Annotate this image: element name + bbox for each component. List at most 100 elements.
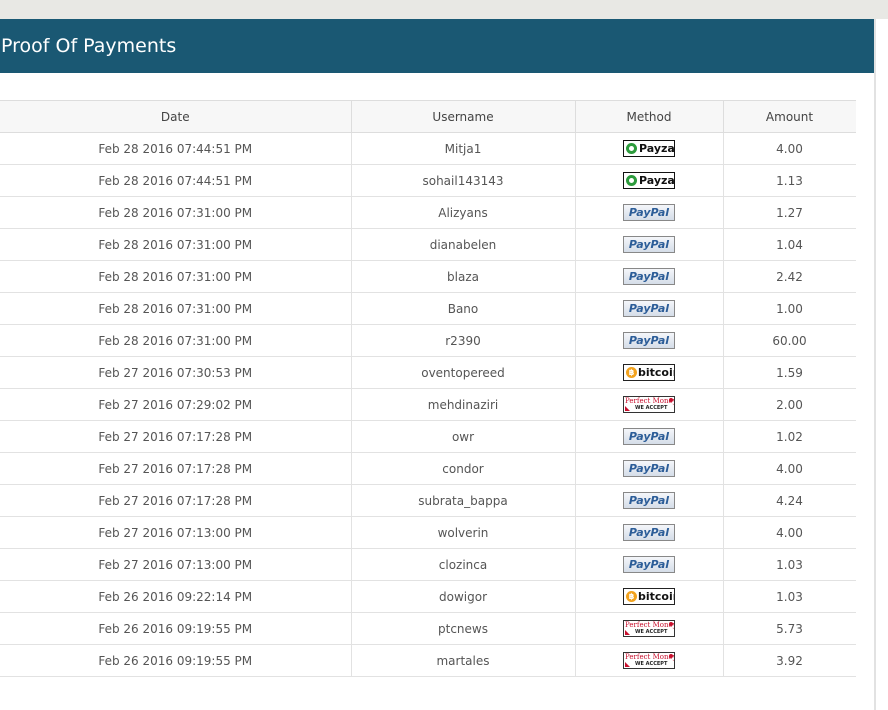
cell-date: Feb 28 2016 07:44:51 PM xyxy=(0,132,352,165)
cell-username: clozinca xyxy=(350,548,576,581)
cell-amount: 4.00 xyxy=(722,132,856,165)
paypal-logo-icon: PayPal xyxy=(623,204,675,221)
table-row: Feb 27 2016 07:17:28 PM subrata_bappa PayP… xyxy=(0,484,856,517)
cell-date: Feb 27 2016 07:17:28 PM xyxy=(0,484,352,517)
cell-username: blaza xyxy=(350,260,576,293)
perfect-money-label: Perfect Money xyxy=(625,397,675,405)
cell-username: dianabelen xyxy=(350,228,576,261)
perfect-money-dot-icon xyxy=(669,398,673,402)
cell-date: Feb 26 2016 09:19:55 PM xyxy=(0,612,352,645)
payza-label: Payza xyxy=(639,142,675,155)
paypal-logo-icon: PayPal xyxy=(623,524,675,541)
cell-date: Feb 28 2016 07:31:00 PM xyxy=(0,292,352,325)
paypal-label: PayPal xyxy=(628,526,670,539)
perfect-money-logo-icon: Perfect Money WE ACCEPT xyxy=(623,396,675,413)
bitcoin-logo-icon: ฿bitcoin xyxy=(623,588,675,605)
cell-amount: 60.00 xyxy=(722,324,856,357)
cell-amount: 1.03 xyxy=(722,548,856,581)
bitcoin-label: bitcoin xyxy=(638,366,674,379)
cell-username: condor xyxy=(350,452,576,485)
cell-username: wolverin xyxy=(350,516,576,549)
cell-username: sohail143143 xyxy=(350,164,576,197)
cell-username: martales xyxy=(350,644,576,677)
cell-username: oventopereed xyxy=(350,356,576,389)
bitcoin-label: bitcoin xyxy=(638,590,674,603)
payza-logo-icon: Payza xyxy=(623,172,675,189)
cell-username: owr xyxy=(350,420,576,453)
cell-amount: 5.73 xyxy=(722,612,856,645)
table-row: Feb 27 2016 07:17:28 PM condor PayPal 4.00 xyxy=(0,452,856,485)
payza-label: Payza xyxy=(639,174,675,187)
cell-amount: 1.02 xyxy=(722,420,856,453)
cell-username: subrata_bappa xyxy=(350,484,576,517)
cell-date: Feb 27 2016 07:17:28 PM xyxy=(0,452,352,485)
cell-date: Feb 28 2016 07:44:51 PM xyxy=(0,164,352,197)
scrollbar-track[interactable] xyxy=(874,19,876,710)
cell-date: Feb 28 2016 07:31:00 PM xyxy=(0,324,352,357)
perfect-money-corner-icon xyxy=(625,662,630,667)
cell-username: dowigor xyxy=(350,580,576,613)
cell-method: PayPal xyxy=(574,260,724,293)
cell-method: ฿bitcoin xyxy=(574,580,724,613)
paypal-logo-icon: PayPal xyxy=(623,428,675,445)
cell-method: PayPal xyxy=(574,228,724,261)
table-row: Feb 26 2016 09:19:55 PM martales Perfect M… xyxy=(0,644,856,677)
table-row: Feb 28 2016 07:44:51 PM sohail143143 Payza… xyxy=(0,164,856,197)
cell-amount: 2.00 xyxy=(722,388,856,421)
cell-username: Alizyans xyxy=(350,196,576,229)
paypal-logo-icon: PayPal xyxy=(623,492,675,509)
cell-amount: 4.00 xyxy=(722,452,856,485)
page-header: Proof Of Payments xyxy=(0,19,874,73)
table-body: Feb 28 2016 07:44:51 PM Mitja1 Payza 4.00 Fe… xyxy=(0,132,856,677)
paypal-label: PayPal xyxy=(628,270,670,283)
cell-method: Perfect Money WE ACCEPT xyxy=(574,644,724,677)
column-header-username: Username xyxy=(350,100,576,133)
paypal-label: PayPal xyxy=(628,430,670,443)
cell-date: Feb 28 2016 07:31:00 PM xyxy=(0,260,352,293)
paypal-logo-icon: PayPal xyxy=(623,300,675,317)
column-header-date: Date xyxy=(0,100,352,133)
cell-amount: 1.59 xyxy=(722,356,856,389)
cell-method: Payza xyxy=(574,164,724,197)
cell-method: PayPal xyxy=(574,324,724,357)
cell-method: PayPal xyxy=(574,420,724,453)
table-row: Feb 27 2016 07:13:00 PM clozinca PayPal 1.0… xyxy=(0,548,856,581)
perfect-money-dot-icon xyxy=(669,654,673,658)
table-row: Feb 27 2016 07:30:53 PM oventopereed ฿ bitc… xyxy=(0,356,856,389)
table-row: Feb 28 2016 07:31:00 PM r2390 PayPal 60.00 xyxy=(0,324,856,357)
paypal-logo-icon: PayPal xyxy=(623,332,675,349)
paypal-logo-icon: PayPal xyxy=(623,236,675,253)
cell-date: Feb 27 2016 07:29:02 PM xyxy=(0,388,352,421)
table-row: Feb 28 2016 07:31:00 PM blaza PayPal 2.42 xyxy=(0,260,856,293)
cell-amount: 1.27 xyxy=(722,196,856,229)
perfect-money-corner-icon xyxy=(625,406,630,411)
cell-amount: 4.24 xyxy=(722,484,856,517)
cell-username: mehdinaziri xyxy=(350,388,576,421)
paypal-logo-icon: PayPal xyxy=(623,268,675,285)
table-header-row: Date Username Method Amount xyxy=(0,100,856,133)
cell-date: Feb 27 2016 07:30:53 PM xyxy=(0,356,352,389)
column-header-method: Method xyxy=(574,100,724,133)
perfect-money-logo-icon: Perfect Money WE ACCEPT xyxy=(623,652,675,669)
table-row: Feb 28 2016 07:31:00 PM Bano PayPal 1.00 xyxy=(0,292,856,325)
paypal-label: PayPal xyxy=(628,334,670,347)
column-header-amount: Amount xyxy=(722,100,856,133)
cell-date: Feb 27 2016 07:13:00 PM xyxy=(0,548,352,581)
table-row: Feb 27 2016 07:29:02 PM mehdinaziri Perfec… xyxy=(0,388,856,421)
paypal-label: PayPal xyxy=(628,558,670,571)
table-row: Feb 28 2016 07:31:00 PM Alizyans PayPal 1.2… xyxy=(0,196,856,229)
table-row: Feb 27 2016 07:17:28 PM owr PayPal 1.02 xyxy=(0,420,856,453)
table-row: Feb 26 2016 09:19:55 PM ptcnews Perfect Mo… xyxy=(0,612,856,645)
cell-amount: 2.42 xyxy=(722,260,856,293)
payments-table-container: Date Username Method Amount Feb 28 2016 … xyxy=(0,100,856,691)
paypal-logo-icon: PayPal xyxy=(623,556,675,573)
cell-method: PayPal xyxy=(574,452,724,485)
payza-logo-icon: Payza xyxy=(623,140,675,157)
paypal-label: PayPal xyxy=(628,494,670,507)
perfect-money-logo-icon: Perfect Money WE ACCEPT xyxy=(623,620,675,637)
cell-method: ฿bitcoin xyxy=(574,356,724,389)
cell-method: PayPal xyxy=(574,292,724,325)
table-row: Feb 28 2016 07:31:00 PM dianabelen PayPal 1… xyxy=(0,228,856,261)
cell-date: Feb 28 2016 07:31:00 PM xyxy=(0,228,352,261)
